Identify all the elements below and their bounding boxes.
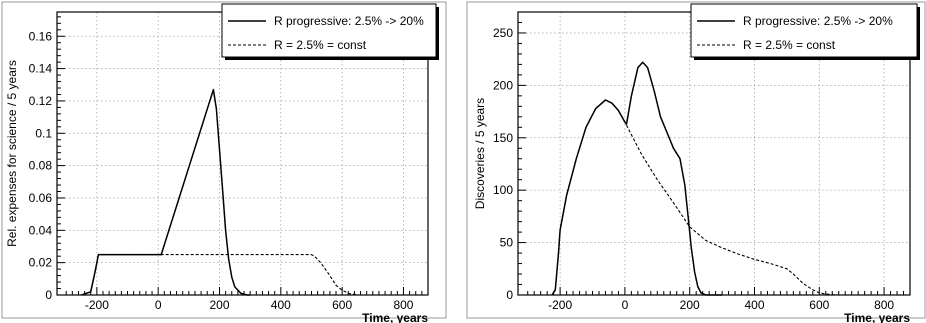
legend-label: R = 2.5% = const <box>274 38 367 52</box>
x-tick-label: 0 <box>622 298 629 312</box>
x-tick-label: 800 <box>874 298 894 312</box>
y-tick-label: 0.16 <box>29 29 53 43</box>
x-tick-label: 200 <box>209 298 229 312</box>
x-axis-title: Time, years <box>844 311 910 323</box>
y-tick-label: 0 <box>45 288 52 302</box>
y-tick-label: 100 <box>493 183 513 197</box>
series-line-constant <box>81 254 419 296</box>
series-line-constant <box>551 99 885 296</box>
chart-1: -200 0 200 400 600 800 0 0.02 0.04 0.06 0.08 0.1 0.1… <box>1 1 447 323</box>
x-axis-title: Time, years <box>362 311 428 323</box>
y-tick-label: 0.02 <box>29 256 53 270</box>
y-tick-label: 0.14 <box>29 62 53 76</box>
x-tick-label: 800 <box>393 298 413 312</box>
y-tick-label: 0.08 <box>29 159 53 173</box>
x-tick-label: 200 <box>680 298 700 312</box>
x-tick-label: 600 <box>809 298 829 312</box>
legend-box <box>690 3 918 58</box>
y-tick-label: 0.12 <box>29 94 53 108</box>
y-axis-title: Discoveries / 5 years <box>473 98 487 209</box>
x-tick-label: 400 <box>271 298 291 312</box>
y-tick-label: 0 <box>506 288 513 302</box>
x-tick-label: 0 <box>155 298 162 312</box>
legend-box <box>221 3 437 58</box>
y-tick-label: 50 <box>500 236 514 250</box>
legend-label: R progressive: 2.5% -> 20% <box>274 14 424 28</box>
y-tick-label: 0.04 <box>29 223 53 237</box>
legend-label: R progressive: 2.5% -> 20% <box>743 14 893 28</box>
y-axis-title: Rel. expenses for science / 5 years <box>5 60 19 247</box>
series-line-progressive <box>551 61 723 296</box>
y-tick-label: 250 <box>493 26 513 40</box>
chart-2: -200 0 200 400 600 800 0 50 100 150 200 250 Time, ye… <box>466 1 926 323</box>
x-tick-label: -200 <box>85 298 109 312</box>
y-tick-label: 150 <box>493 131 513 145</box>
y-tick-label: 0.06 <box>29 191 53 205</box>
x-tick-label: 400 <box>744 298 764 312</box>
x-tick-label: 600 <box>332 298 352 312</box>
legend-label: R = 2.5% = const <box>743 38 836 52</box>
y-tick-label: 200 <box>493 78 513 92</box>
y-tick-label: 0.1 <box>35 126 52 140</box>
x-tick-label: -200 <box>548 298 572 312</box>
